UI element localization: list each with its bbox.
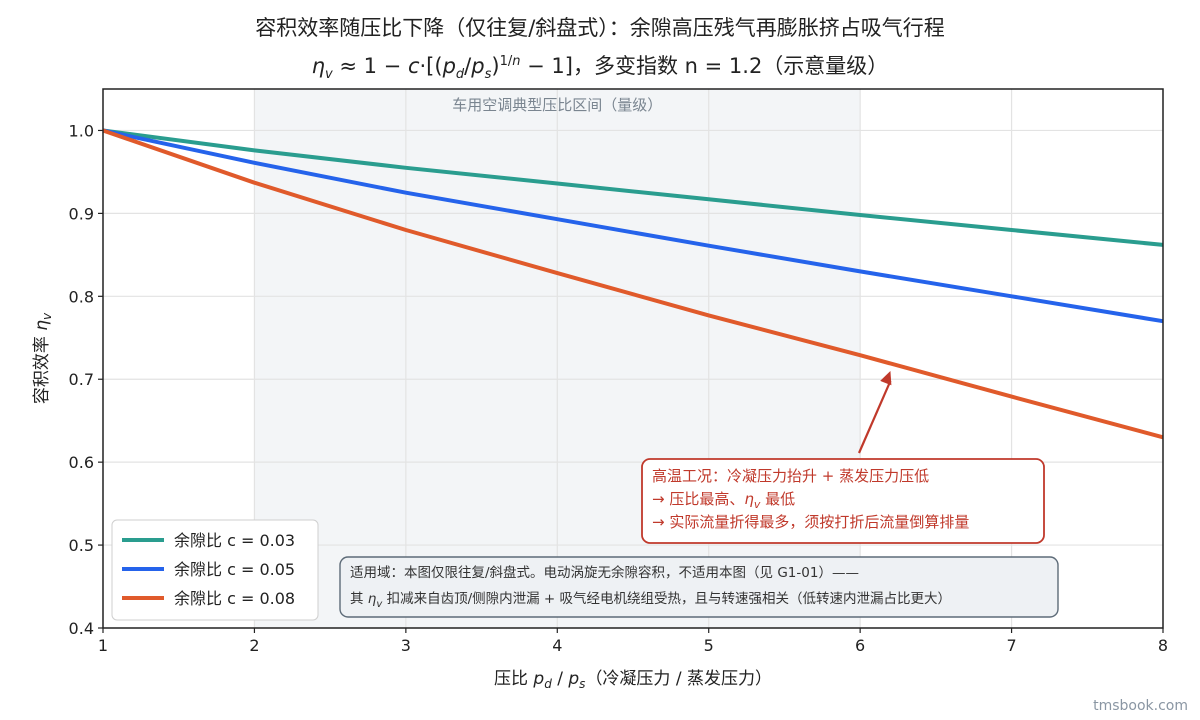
legend-box — [111, 519, 319, 621]
y-tick-label: 0.5 — [69, 536, 94, 555]
chart-title: 容积效率随压比下降（仅往复/斜盘式）：余隙高压残气再膨胀挤占吸气行程 — [255, 16, 945, 40]
legend-label-0: 余隙比 c = 0.03 — [174, 531, 295, 550]
shaded-region-label: 车用空调典型压比区间（量级） — [452, 96, 662, 114]
chart-subtitle: ηv ≈ 1 − c·[(pd/ps)1/n − 1]，多变指数 n = 1.2… — [311, 54, 889, 83]
watermark: tmsbook.com — [1093, 698, 1188, 714]
legend-label-2: 余隙比 c = 0.08 — [174, 589, 295, 608]
x-tick-label: 1 — [98, 636, 108, 655]
series-line-0 — [102, 128, 1164, 247]
note-line-1: 其 ηv 扣减来自齿顶/侧隙内泄漏 + 吸气经电机绕组受热，且与转速强相关（低转… — [350, 591, 951, 610]
y-tick-label: 1.0 — [69, 121, 94, 140]
annotation-line-0: 高温工况：冷凝压力抬升 + 蒸发压力压低 — [652, 467, 929, 485]
annotation-box-highlight — [641, 458, 1045, 544]
x-tick-label: 8 — [1158, 636, 1168, 655]
x-tick-label: 5 — [704, 636, 714, 655]
note-box — [339, 556, 1059, 618]
annotation-arrow — [857, 380, 892, 454]
annotation-arrowhead — [880, 370, 892, 386]
annotation-line-1: → 压比最高、ηv 最低 — [652, 490, 795, 511]
y-tick-label: 0.9 — [69, 204, 94, 223]
y-axis-label: 容积效率 ηv — [32, 312, 54, 404]
x-axis-label: 压比 pd / ps（冷凝压力 / 蒸发压力） — [494, 669, 772, 691]
plot-frame — [102, 88, 1164, 629]
series-line-2 — [102, 128, 1164, 440]
annotation-line-2: → 实际流量折得最多，须按打折后流量倒算排量 — [652, 513, 969, 531]
x-tick-label: 3 — [401, 636, 411, 655]
y-tick-label: 0.4 — [69, 619, 94, 638]
x-tick-label: 7 — [1006, 636, 1016, 655]
x-tick-label: 6 — [855, 636, 865, 655]
x-tick-label: 4 — [552, 636, 562, 655]
series-line-1 — [102, 128, 1164, 324]
x-tick-label: 2 — [249, 636, 259, 655]
y-tick-label: 0.6 — [69, 453, 94, 472]
legend-label-1: 余隙比 c = 0.05 — [174, 560, 295, 579]
note-line-0: 适用域：本图仅限往复/斜盘式。电动涡旋无余隙容积，不适用本图（见 G1-01）—… — [350, 564, 859, 581]
y-tick-label: 0.7 — [69, 370, 94, 389]
y-tick-label: 0.8 — [69, 287, 94, 306]
